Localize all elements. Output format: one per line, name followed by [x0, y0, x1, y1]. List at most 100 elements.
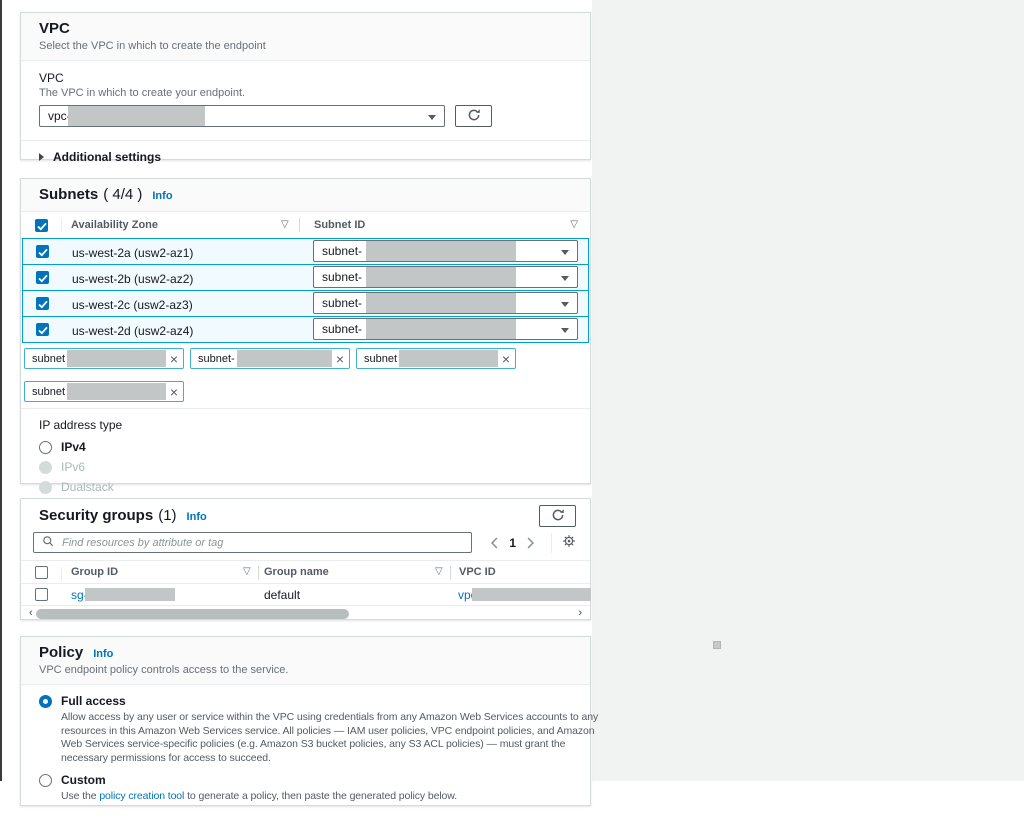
group-id-redaction	[85, 588, 175, 601]
subnet-row-checkbox[interactable]	[36, 245, 49, 258]
security-groups-table-header: Group ID ▽ Group name ▽ VPC ID	[21, 560, 590, 584]
radio-icon[interactable]	[39, 440, 52, 454]
subnet-chip: subnet ×	[24, 381, 184, 402]
additional-settings-label: Additional settings	[53, 150, 161, 164]
vpc-field-label: VPC	[39, 71, 64, 85]
subnets-table-header: Availability Zone ▽ Subnet ID ▽	[21, 212, 590, 239]
sort-icon[interactable]: ▽	[281, 219, 289, 230]
subnet-chip-redaction	[67, 383, 166, 400]
search-input-container[interactable]	[33, 532, 473, 553]
subnet-select-value: subnet-	[322, 322, 363, 336]
column-divider	[450, 566, 451, 580]
vpc-panel-header: VPC Select the VPC in which to create th…	[21, 13, 590, 61]
column-divider	[61, 567, 62, 581]
column-header-availability-zone: Availability Zone	[71, 219, 159, 231]
ip-option-label: Dualstack	[61, 480, 114, 494]
security-groups-count: (1)	[158, 507, 177, 524]
subnets-info-link[interactable]: Info	[152, 190, 173, 202]
vpc-id-redaction	[472, 588, 591, 601]
current-page-number[interactable]: 1	[509, 535, 517, 550]
vpc-refresh-button[interactable]	[455, 105, 492, 127]
select-all-groups-checkbox[interactable]	[35, 566, 48, 579]
resize-handle-artifact	[713, 641, 721, 649]
previous-page-button[interactable]	[486, 536, 503, 549]
full-access-description: Allow access by any user or service with…	[61, 711, 599, 764]
sort-icon[interactable]: ▽	[435, 566, 443, 577]
group-name-cell: default	[264, 588, 301, 602]
subnet-select-value: subnet-	[322, 244, 363, 258]
radio-selected-icon[interactable]	[39, 695, 52, 708]
security-groups-title: Security groups	[39, 507, 154, 524]
subnet-chip-redaction	[67, 350, 166, 367]
ip-address-type-label: IP address type	[39, 418, 123, 432]
security-group-row[interactable]: sg- default vpc	[21, 584, 591, 605]
subnet-chip: subnet ×	[24, 348, 184, 369]
subnet-row-checkbox[interactable]	[36, 271, 49, 284]
subnets-count: ( 4/4 )	[103, 186, 143, 203]
column-header-subnet-id: Subnet ID	[314, 219, 366, 231]
ip-option-ipv4[interactable]: IPv4	[39, 440, 572, 454]
vpc-field-description: The VPC in which to create your endpoint…	[39, 87, 246, 99]
subnet-id-select[interactable]: subnet-	[313, 266, 578, 288]
table-settings-button[interactable]	[562, 534, 576, 551]
policy-creation-tool-link[interactable]: policy creation tool	[99, 789, 185, 802]
subnet-id-select[interactable]: subnet-	[313, 240, 578, 262]
subnet-chip-label: subnet	[32, 352, 66, 365]
radio-icon[interactable]	[39, 773, 52, 787]
refresh-icon	[467, 108, 481, 125]
subnet-chip-redaction	[236, 350, 332, 367]
subnets-panel: Subnets ( 4/4 ) Info Availability Zone ▽…	[20, 178, 591, 494]
horizontal-scrollbar[interactable]: ‹ ›	[21, 605, 590, 622]
scroll-right-icon[interactable]: ›	[578, 607, 582, 619]
chevron-down-icon	[561, 328, 569, 333]
sort-icon[interactable]: ▽	[243, 566, 251, 577]
policy-info-link[interactable]: Info	[93, 648, 114, 660]
scrollbar-thumb[interactable]	[36, 609, 349, 619]
select-all-subnets-checkbox[interactable]	[35, 219, 48, 232]
search-input[interactable]	[60, 535, 464, 550]
remove-chip-icon[interactable]: ×	[169, 383, 178, 400]
subnet-id-select[interactable]: subnet-	[313, 318, 578, 340]
expand-caret-icon	[39, 153, 44, 161]
policy-option-custom[interactable]: Custom	[39, 773, 572, 787]
additional-settings-toggle[interactable]: Additional settings	[21, 140, 590, 173]
remove-chip-icon[interactable]: ×	[169, 350, 178, 367]
subnet-id-select[interactable]: subnet-	[313, 292, 578, 314]
next-page-button[interactable]	[522, 536, 539, 549]
scroll-left-icon[interactable]: ‹	[29, 607, 33, 619]
subnet-id-redaction	[366, 319, 516, 339]
subnet-row[interactable]: us-west-2c (usw2-az3) subnet-	[22, 290, 589, 317]
column-header-vpc-id: VPC ID	[459, 566, 496, 578]
security-groups-info-link[interactable]: Info	[186, 511, 207, 523]
subnet-row[interactable]: us-west-2d (usw2-az4) subnet-	[22, 316, 589, 343]
vpc-select[interactable]: vpc-	[39, 105, 445, 127]
group-id-link[interactable]: sg-	[71, 588, 88, 602]
custom-description-suffix: to generate a policy, then paste the gen…	[184, 789, 458, 802]
security-groups-panel: Security groups (1) Info 1	[20, 498, 591, 620]
chevron-down-icon	[561, 276, 569, 281]
subnet-row-checkbox[interactable]	[36, 323, 49, 336]
policy-option-full-access[interactable]: Full access	[39, 694, 572, 708]
group-row-checkbox[interactable]	[35, 588, 48, 601]
subnet-row-checkbox[interactable]	[36, 297, 49, 310]
column-divider	[61, 218, 62, 232]
subnet-chip: subnet- ×	[190, 348, 350, 369]
remove-chip-icon[interactable]: ×	[501, 350, 510, 367]
chevron-down-icon	[561, 302, 569, 307]
custom-label: Custom	[61, 772, 106, 787]
security-groups-refresh-button[interactable]	[539, 505, 576, 527]
subnet-row[interactable]: us-west-2a (usw2-az1) subnet-	[22, 238, 589, 265]
vpc-panel-title: VPC	[39, 20, 70, 37]
full-access-label: Full access	[61, 694, 126, 708]
subnet-id-redaction	[366, 293, 516, 313]
subnet-chip-label: subnet	[32, 385, 66, 398]
subnet-row[interactable]: us-west-2b (usw2-az2) subnet-	[22, 264, 589, 291]
security-groups-toolbar: 1	[21, 530, 590, 560]
remove-chip-icon[interactable]: ×	[335, 350, 344, 367]
custom-description: Use the policy creation tool to generate…	[61, 790, 603, 804]
ip-option-dualstack: Dualstack	[39, 480, 572, 494]
chevron-down-icon	[428, 115, 436, 120]
column-header-group-name: Group name	[264, 566, 329, 578]
sort-icon[interactable]: ▽	[570, 219, 578, 230]
subnet-chip-redaction	[399, 350, 498, 367]
